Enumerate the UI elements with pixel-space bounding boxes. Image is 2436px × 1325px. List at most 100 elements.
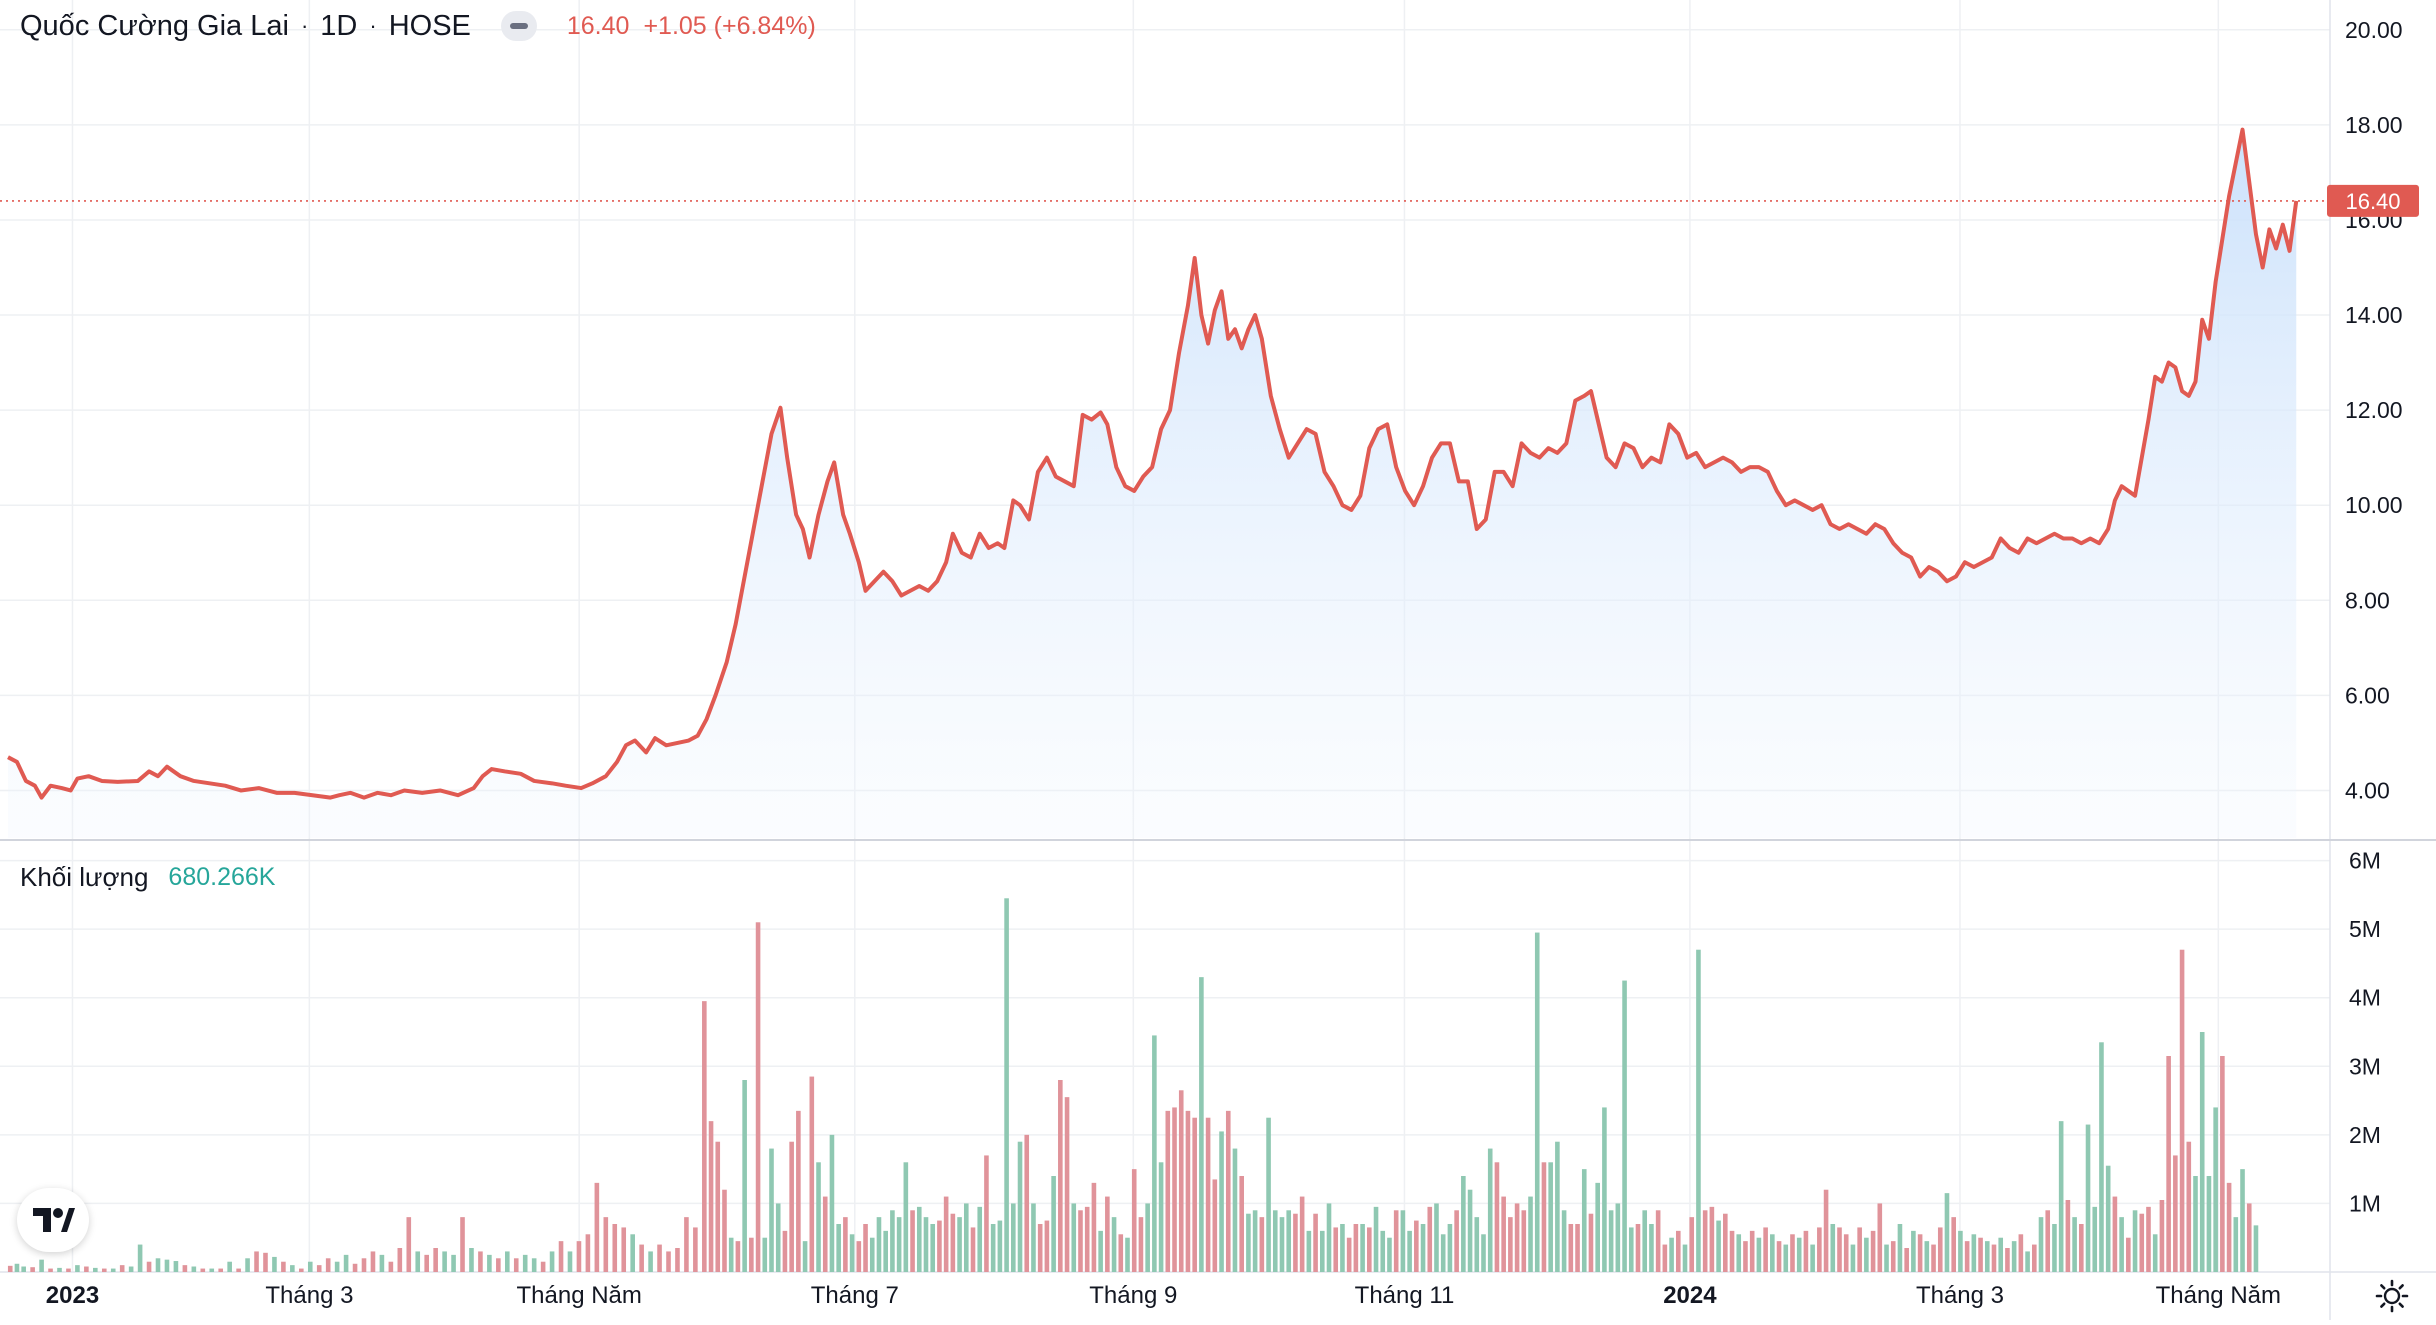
volume-bar bbox=[227, 1261, 232, 1272]
volume-bar bbox=[14, 1263, 20, 1272]
volume-bar bbox=[2065, 1200, 2071, 1272]
volume-bar bbox=[1373, 1206, 1379, 1272]
volume-bar bbox=[1864, 1237, 1869, 1272]
volume-bar bbox=[612, 1224, 618, 1272]
price-tick-label: 8.00 bbox=[2345, 587, 2390, 613]
volume-bar bbox=[1508, 1217, 1513, 1272]
volume-bar bbox=[1252, 1210, 1258, 1272]
volume-bar bbox=[789, 1141, 794, 1272]
volume-bar bbox=[549, 1251, 555, 1272]
interval-label[interactable]: 1D bbox=[320, 9, 358, 42]
volume-bar bbox=[1890, 1241, 1896, 1272]
volume-bar bbox=[137, 1244, 143, 1272]
volume-bar bbox=[1105, 1196, 1110, 1272]
volume-label[interactable]: Khối lượng bbox=[20, 861, 149, 892]
volume-bar bbox=[1702, 1210, 1708, 1272]
volume-bar bbox=[630, 1234, 635, 1272]
svg-text:16.40: 16.40 bbox=[2345, 189, 2400, 214]
volume-bar bbox=[2220, 1056, 2225, 1272]
gear-icon[interactable] bbox=[2374, 1278, 2410, 1314]
tradingview-logo-icon[interactable] bbox=[17, 1188, 89, 1252]
volume-bar bbox=[1367, 1227, 1372, 1272]
volume-bar bbox=[128, 1266, 134, 1272]
volume-bar bbox=[1266, 1117, 1271, 1272]
volume-bar bbox=[990, 1224, 996, 1272]
minus-icon bbox=[509, 23, 528, 29]
volume-bar bbox=[1205, 1117, 1211, 1272]
volume-bar bbox=[263, 1252, 268, 1272]
volume-bar bbox=[1346, 1237, 1352, 1272]
volume-tick-label: 5M bbox=[2349, 916, 2381, 942]
time-tick-label: 2023 bbox=[46, 1282, 99, 1309]
volume-bar bbox=[769, 1148, 774, 1272]
volume-bar bbox=[1823, 1189, 1829, 1272]
volume-bar bbox=[110, 1268, 116, 1272]
volume-bar bbox=[1662, 1244, 1668, 1272]
volume-bar bbox=[1199, 977, 1204, 1272]
volume-bar bbox=[1440, 1234, 1446, 1272]
volume-bar bbox=[1615, 1203, 1621, 1272]
volume-tick-label: 2M bbox=[2349, 1122, 2381, 1148]
volume-bar bbox=[923, 1217, 929, 1272]
volume-bar bbox=[1857, 1227, 1862, 1272]
volume-bar bbox=[1064, 1097, 1070, 1272]
volume-bar bbox=[1111, 1217, 1117, 1272]
volume-bar bbox=[1756, 1237, 1762, 1272]
volume-tick-label: 3M bbox=[2349, 1053, 2381, 1079]
volume-bar bbox=[415, 1251, 421, 1272]
volume-bar bbox=[1877, 1203, 1883, 1272]
volume-bar bbox=[182, 1265, 188, 1272]
volume-bar bbox=[1911, 1230, 1916, 1272]
volume-bar bbox=[1555, 1141, 1560, 1272]
volume-bar bbox=[218, 1268, 224, 1272]
volume-bar bbox=[2152, 1234, 2158, 1272]
price-tick-label: 18.00 bbox=[2345, 112, 2403, 138]
volume-bar bbox=[2058, 1121, 2064, 1272]
time-axis-ticks: 2023 Tháng 3 Tháng Năm Tháng 7 Tháng 9 Tháng … bbox=[46, 1282, 2281, 1309]
volume-bar bbox=[254, 1251, 259, 1272]
volume-bar bbox=[943, 1196, 949, 1272]
volume-bar bbox=[1931, 1244, 1936, 1272]
volume-bar bbox=[1360, 1224, 1365, 1272]
price-line bbox=[7, 127, 2299, 800]
volume-bar bbox=[1796, 1237, 1802, 1272]
volume-bar bbox=[890, 1210, 895, 1272]
volume-bar bbox=[2011, 1241, 2017, 1272]
volume-bar bbox=[1843, 1234, 1849, 1272]
volume-bar bbox=[299, 1268, 304, 1272]
volume-bar bbox=[2233, 1217, 2239, 1272]
time-tick-label: Tháng 7 bbox=[811, 1282, 899, 1309]
volume-bar bbox=[1830, 1224, 1836, 1272]
time-tick-label: Tháng 9 bbox=[1089, 1282, 1177, 1309]
volume-bar bbox=[75, 1265, 80, 1272]
volume-bar bbox=[451, 1254, 456, 1272]
volume-bar bbox=[1319, 1230, 1325, 1272]
volume-bar bbox=[1501, 1196, 1506, 1272]
volume-bar bbox=[1709, 1206, 1715, 1272]
volume-bar bbox=[2092, 1206, 2098, 1272]
volume-bar bbox=[1326, 1203, 1332, 1272]
volume-bar bbox=[1696, 949, 1701, 1272]
legend-collapse-button[interactable] bbox=[500, 11, 537, 41]
volume-tick-label: 4M bbox=[2349, 985, 2381, 1011]
volume-bar bbox=[334, 1261, 340, 1272]
volume-bar bbox=[2179, 949, 2185, 1272]
volume-bar bbox=[977, 1206, 983, 1272]
volume-bar bbox=[2246, 1203, 2252, 1272]
price-tick-label: 6.00 bbox=[2345, 682, 2390, 708]
volume-bar bbox=[1259, 1217, 1265, 1272]
volume-bar bbox=[1051, 1176, 1056, 1272]
volume-bar bbox=[1178, 1090, 1184, 1272]
volume-bar bbox=[2052, 1224, 2057, 1272]
volume-bar bbox=[433, 1248, 438, 1272]
price-change: +1.05 (+6.84%) bbox=[643, 11, 816, 40]
volume-bar bbox=[2166, 1056, 2171, 1272]
volume-bar bbox=[957, 1217, 962, 1272]
time-tick-label: Tháng Năm bbox=[517, 1282, 642, 1309]
volume-legend: Khối lượng 680.266K bbox=[20, 857, 275, 897]
symbol-name[interactable]: Quốc Cường Gia Lai bbox=[20, 9, 289, 42]
volume-bar bbox=[782, 1230, 788, 1272]
volume-bar bbox=[1749, 1230, 1755, 1272]
